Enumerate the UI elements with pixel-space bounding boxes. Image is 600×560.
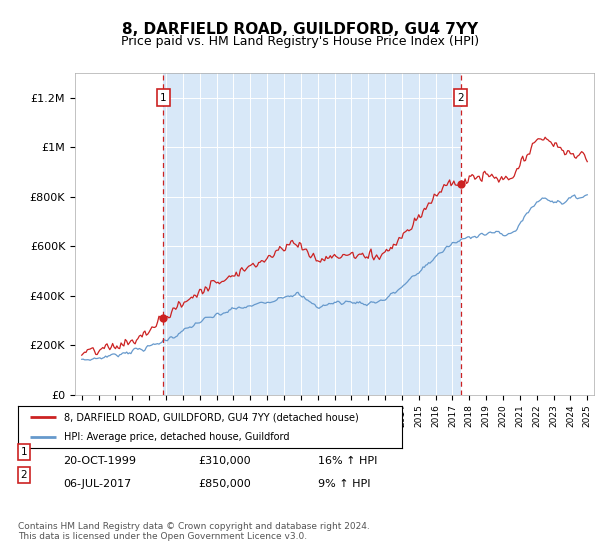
Text: Price paid vs. HM Land Registry's House Price Index (HPI): Price paid vs. HM Land Registry's House …: [121, 35, 479, 48]
Text: 20-OCT-1999: 20-OCT-1999: [63, 456, 136, 466]
Text: 2: 2: [20, 470, 28, 480]
Text: 9% ↑ HPI: 9% ↑ HPI: [318, 479, 371, 489]
Text: 1: 1: [20, 447, 28, 457]
Text: Contains HM Land Registry data © Crown copyright and database right 2024.
This d: Contains HM Land Registry data © Crown c…: [18, 522, 370, 542]
Text: HPI: Average price, detached house, Guildford: HPI: Average price, detached house, Guil…: [64, 432, 290, 442]
Text: 06-JUL-2017: 06-JUL-2017: [63, 479, 131, 489]
Text: £850,000: £850,000: [198, 479, 251, 489]
Text: £310,000: £310,000: [198, 456, 251, 466]
Text: 1: 1: [160, 92, 166, 102]
Text: 8, DARFIELD ROAD, GUILDFORD, GU4 7YY: 8, DARFIELD ROAD, GUILDFORD, GU4 7YY: [122, 22, 478, 38]
Text: 16% ↑ HPI: 16% ↑ HPI: [318, 456, 377, 466]
Bar: [163, 73, 461, 395]
Text: 8, DARFIELD ROAD, GUILDFORD, GU4 7YY (detached house): 8, DARFIELD ROAD, GUILDFORD, GU4 7YY (de…: [64, 412, 359, 422]
Text: 2: 2: [458, 92, 464, 102]
